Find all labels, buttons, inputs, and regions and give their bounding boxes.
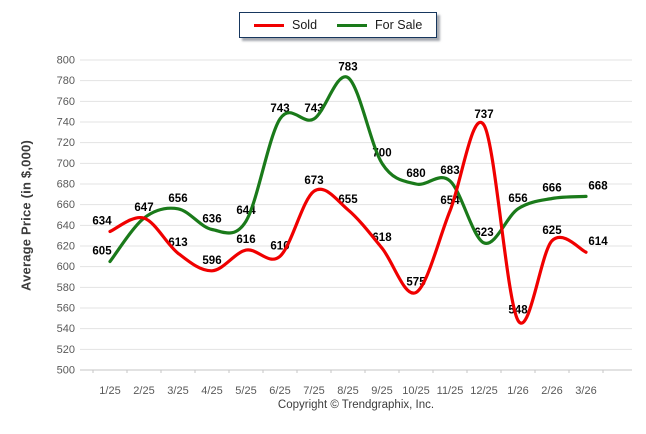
- data-label-sold: 613: [168, 237, 187, 249]
- x-tick-label: 3/26: [575, 385, 596, 397]
- data-label-sold: 614: [588, 236, 608, 248]
- data-label-for-sale: 668: [588, 180, 608, 192]
- data-label-sold: 625: [542, 225, 562, 237]
- y-tick-label: 760: [57, 96, 75, 108]
- y-tick-label: 520: [57, 344, 75, 356]
- data-label-for-sale: 636: [202, 213, 221, 225]
- y-tick-label: 600: [57, 261, 75, 273]
- x-tick-label: 12/25: [470, 385, 498, 397]
- data-label-sold: 647: [134, 202, 153, 214]
- x-tick-label: 10/25: [402, 385, 430, 397]
- x-tick-label: 7/25: [303, 385, 324, 397]
- data-label-for-sale: 783: [338, 62, 357, 74]
- data-label-sold: 548: [508, 304, 528, 316]
- y-tick-label: 700: [57, 158, 75, 170]
- legend-label-for-sale: For Sale: [375, 18, 423, 32]
- y-tick-label: 800: [57, 55, 75, 67]
- data-label-sold: 634: [92, 216, 112, 228]
- x-tick-label: 9/25: [371, 385, 392, 397]
- y-axis-title: Average Price (in $,000): [18, 140, 34, 292]
- y-tick-label: 780: [57, 75, 75, 87]
- y-tick-label: 540: [57, 323, 75, 335]
- x-tick-label: 1/25: [99, 385, 120, 397]
- legend: Sold For Sale: [239, 12, 438, 38]
- x-tick-label: 2/25: [133, 385, 154, 397]
- x-tick-label: 5/25: [235, 385, 256, 397]
- data-label-for-sale: 743: [270, 103, 289, 115]
- y-tick-label: 560: [57, 303, 75, 315]
- y-tick-label: 660: [57, 199, 75, 211]
- y-tick-label: 680: [57, 179, 75, 191]
- sold-line-swatch: [254, 23, 284, 27]
- copyright-text: Copyright © Trendgraphix, Inc.: [277, 399, 435, 411]
- data-label-sold: 654: [440, 195, 460, 207]
- data-label-for-sale: 666: [542, 182, 561, 194]
- x-tick-label: 6/25: [269, 385, 290, 397]
- for-sale-line-swatch: [337, 23, 368, 27]
- data-label-sold: 737: [474, 109, 493, 121]
- x-tick-label: 2/26: [541, 385, 562, 397]
- data-label-sold: 655: [338, 194, 358, 206]
- y-tick-label: 500: [57, 365, 75, 377]
- y-tick-label: 640: [57, 220, 75, 232]
- legend-label-sold: Sold: [292, 18, 318, 32]
- legend-item-sold: Sold: [254, 18, 317, 32]
- data-label-sold: 596: [202, 255, 221, 267]
- y-tick-label: 740: [57, 117, 75, 129]
- sold-line: [108, 120, 588, 325]
- data-label-for-sale: 680: [406, 168, 425, 180]
- x-tick-label: 8/25: [337, 385, 358, 397]
- x-tick-label: 4/25: [201, 385, 222, 397]
- y-tick-label: 580: [57, 282, 75, 294]
- data-label-sold: 673: [304, 175, 323, 187]
- y-tick-label: 720: [57, 137, 75, 149]
- data-label-sold: 616: [236, 234, 255, 246]
- data-label-for-sale: 683: [440, 165, 459, 177]
- x-tick-label: 3/25: [167, 385, 188, 397]
- data-label-for-sale: 605: [92, 246, 112, 258]
- y-tick-label: 620: [57, 241, 75, 253]
- x-tick-label: 11/25: [437, 385, 464, 397]
- for-sale-line: [108, 75, 588, 264]
- data-label-for-sale: 656: [508, 193, 527, 205]
- x-tick-label: 1/26: [507, 385, 528, 397]
- data-label-for-sale: 656: [168, 193, 187, 205]
- legend-item-for-sale: For Sale: [337, 18, 422, 32]
